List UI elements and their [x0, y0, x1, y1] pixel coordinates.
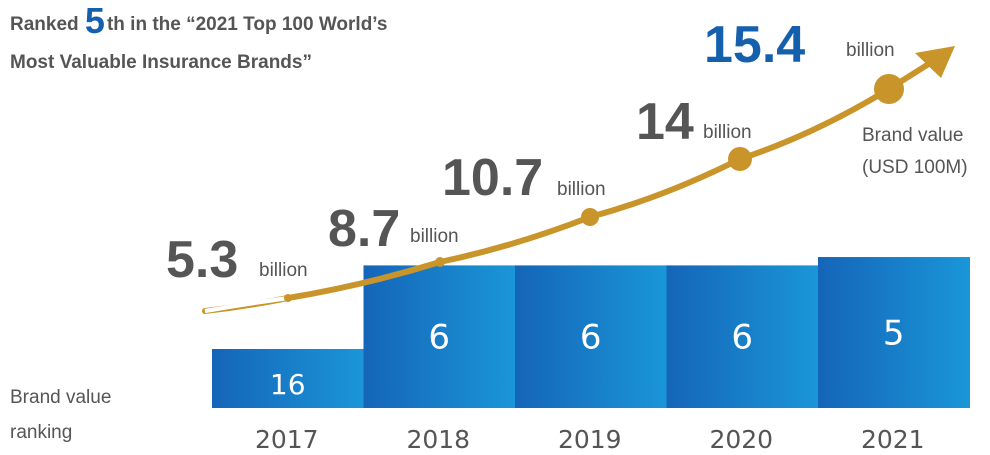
ranking-axis-label: Brand value ranking [10, 387, 112, 443]
value-unit-2018: billion [410, 226, 459, 247]
value-curve [202, 46, 955, 314]
curve-taper [204, 295, 289, 314]
bar-label-2020: 6 [731, 318, 753, 358]
bar-2021 [818, 257, 970, 408]
value-label-2019: 10.7 [442, 149, 543, 207]
value-point-2019 [581, 208, 599, 226]
year-label-2019: 2019 [558, 425, 622, 454]
bar-2020 [666, 265, 819, 408]
value-label-2021: 15.4 [704, 16, 805, 74]
value-axis-label: Brand value (USD 100M) [862, 125, 968, 178]
value-point-2021 [874, 74, 904, 104]
year-label-2017: 2017 [255, 425, 319, 454]
year-label-2021: 2021 [861, 425, 925, 454]
bar-2019 [515, 265, 667, 408]
bar-label-2019: 6 [580, 318, 602, 358]
value-unit-2019: billion [557, 179, 606, 200]
title-line-2: Most Valuable Insurance Brands” [10, 52, 312, 73]
value-label-2017: 5.3 [166, 231, 238, 289]
value-point-2020 [728, 147, 752, 171]
value-point-2017 [284, 294, 292, 302]
curve-arrowhead [915, 46, 955, 78]
value-labels: 5.3 billion 8.7 billion 10.7 billion 14 billion… [166, 16, 895, 289]
title-line1-rest: th in the “2021 Top 100 World’s [106, 14, 388, 35]
year-label-2018: 2018 [406, 425, 470, 454]
year-axis: 2017 2018 2019 2020 2021 [255, 425, 925, 454]
value-unit-2017: billion [259, 260, 308, 281]
value-unit-2021: billion [846, 40, 895, 61]
value-unit-2020: billion [703, 122, 752, 143]
title-prefix: Ranked [10, 14, 79, 35]
ranking-bars: 16 6 6 6 5 [212, 257, 970, 408]
bar-2017 [212, 349, 364, 408]
bar-label-2021: 5 [883, 314, 905, 354]
value-point-2018 [435, 257, 445, 267]
title-rank: 5 [84, 0, 105, 41]
year-label-2020: 2020 [709, 425, 773, 454]
value-label-2020: 14 [636, 93, 694, 151]
bar-2018 [363, 265, 516, 408]
bar-label-2017: 16 [270, 368, 306, 401]
bar-label-2018: 6 [428, 318, 450, 358]
value-label-2018: 8.7 [328, 200, 400, 258]
